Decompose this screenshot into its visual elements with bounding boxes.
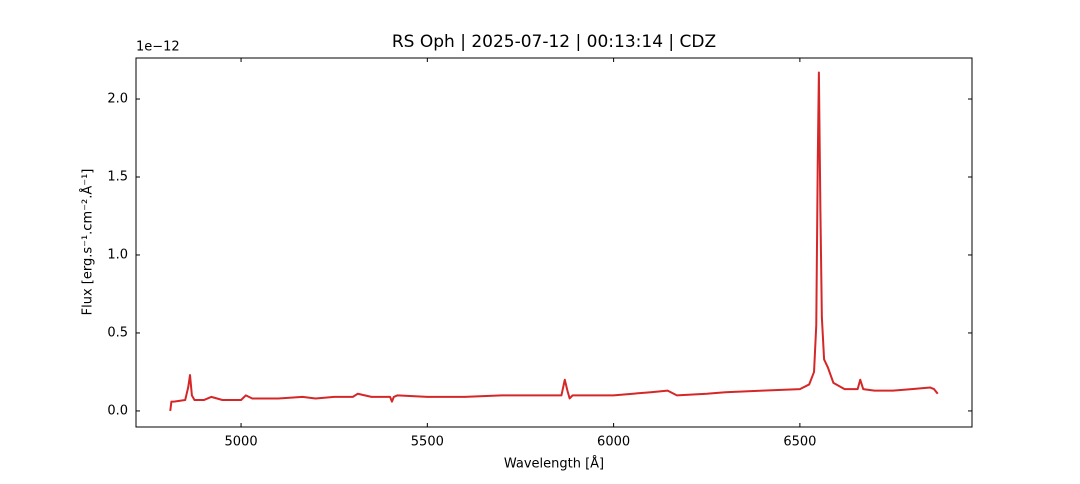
y-tick-label: 0.5: [107, 325, 128, 340]
x-axis-label: Wavelength [Å]: [504, 456, 604, 472]
y-axis-label: Flux [erg.s⁻¹.cm⁻².Å⁻¹]: [80, 169, 96, 316]
x-tick-label: 5500: [411, 435, 444, 450]
plot-frame: [135, 57, 973, 428]
y-tick-label: 1.5: [107, 169, 128, 184]
chart-title: RS Oph | 2025-07-12 | 00:13:14 | CDZ: [392, 32, 716, 52]
y-tick-label: 0.0: [107, 403, 128, 418]
y-tick-label: 2.0: [107, 92, 128, 107]
spectrum-line: [169, 71, 939, 412]
y-tick-label: 1.0: [107, 247, 128, 262]
x-tick-label: 6500: [783, 435, 816, 450]
x-tick-label: 5000: [225, 435, 258, 450]
y-offset-label: 1e−12: [136, 40, 180, 55]
x-tick-label: 6000: [597, 435, 630, 450]
